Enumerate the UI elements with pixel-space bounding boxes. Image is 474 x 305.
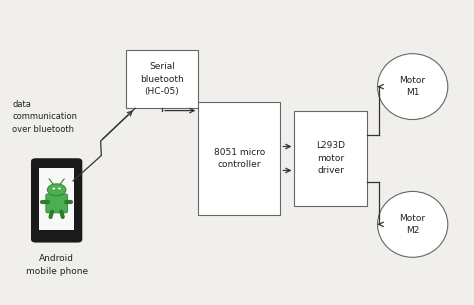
Text: Serial
bluetooth
(HC-05): Serial bluetooth (HC-05): [140, 62, 184, 96]
Bar: [39, 168, 74, 230]
FancyBboxPatch shape: [46, 194, 67, 213]
Text: 8051 micro
controller: 8051 micro controller: [214, 148, 265, 169]
Ellipse shape: [377, 192, 448, 257]
Circle shape: [53, 188, 55, 189]
Text: Motor
M2: Motor M2: [400, 214, 426, 235]
Ellipse shape: [377, 54, 448, 120]
Bar: [126, 50, 198, 108]
Text: Android
mobile phone: Android mobile phone: [26, 254, 88, 276]
Text: Motor
M1: Motor M1: [400, 76, 426, 97]
Bar: [294, 111, 367, 206]
Text: L293D
motor
driver: L293D motor driver: [316, 142, 345, 175]
Bar: [198, 102, 280, 215]
FancyBboxPatch shape: [32, 159, 82, 242]
Text: data
communication
over bluetooth: data communication over bluetooth: [12, 99, 77, 134]
Circle shape: [58, 188, 61, 189]
Circle shape: [47, 184, 66, 196]
